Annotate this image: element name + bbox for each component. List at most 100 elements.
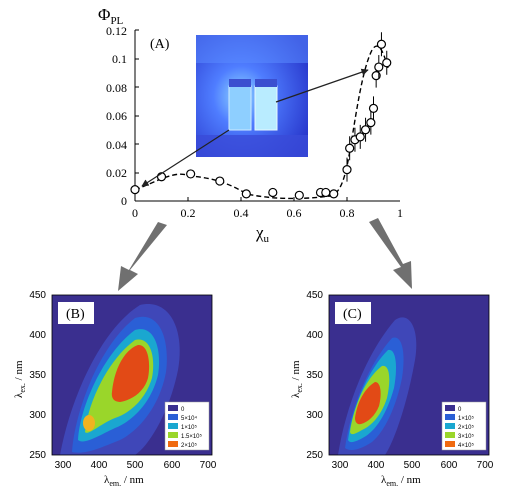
panel-b-ylabel-unit: / nm (13, 360, 25, 383)
panel-b-legend-label: 5×10⁴ (181, 415, 198, 422)
panel-b-xlabel-unit: / nm (121, 474, 144, 486)
panel-a-xlabel-symbol: χ (255, 223, 264, 242)
panel-c-xlabel-subscript: em. (386, 479, 398, 488)
panel-c-ytick-label: 250 (306, 450, 323, 461)
panel-b-frame (51, 294, 213, 456)
panel-c-xtick-label: 700 (477, 460, 494, 471)
panel-b-xlabel-subscript: em. (109, 479, 121, 488)
inset-bench (196, 135, 308, 157)
panel-a-data-points (130, 32, 392, 200)
panel-b-tail-spot (83, 415, 95, 431)
panel-b-legend-swatch (168, 441, 178, 447)
big-arrow-to-b (118, 222, 167, 291)
panel-b-ytick-label: 300 (29, 410, 46, 421)
panel-b-ytick-label: 400 (29, 330, 46, 341)
panel-a-ytick-label: 0.06 (106, 109, 127, 123)
panel-c-legend-label: 2×10⁵ (458, 424, 475, 431)
panel-c-ytick-label: 450 (306, 290, 323, 301)
panel-a-xtick-label: 0.2 (181, 206, 196, 220)
panel-a-ytick-label: 0.08 (106, 81, 127, 95)
panel-c-legend-label: 4×10⁵ (458, 442, 475, 449)
panel-a-data-point (241, 189, 251, 199)
panel-c-frame (328, 294, 490, 456)
panel-b-xlabel-symbol: λ (104, 474, 110, 486)
panel-c-legend-swatch (445, 423, 455, 429)
panel-a-data-point (366, 118, 376, 128)
panel-b-legend-swatch (168, 432, 178, 438)
panel-a-data-point (321, 187, 331, 198)
panel-a-xtick-label: 0.4 (234, 206, 249, 220)
panel-a-data-point (130, 185, 140, 195)
panel-b-ytick-label: 250 (29, 450, 46, 461)
panel-c-ylabel-unit: / nm (290, 360, 302, 383)
panel-b-ylabel-symbol: λ (13, 392, 25, 398)
panel-b-ytick-label: 450 (29, 290, 46, 301)
panel-b-contour-level-4 (111, 344, 150, 402)
panel-a-data-point (345, 143, 355, 153)
panel-c-ylabel-symbol: λ (290, 392, 302, 398)
panel-b-heatmap: 250 300 350 400 450 300 400 500 600 700 … (13, 290, 217, 488)
panel-a-xtick-label: 0 (132, 206, 138, 220)
panel-b-legend-label: 0 (181, 407, 185, 413)
panel-b-legend-label: 1.5×10⁵ (181, 433, 203, 440)
panel-c-legend-swatch (445, 441, 455, 447)
panel-c-xlabel: λem. / nm (381, 474, 421, 488)
panel-b-label: (B) (66, 307, 85, 322)
panel-c-xlabel-symbol: λ (381, 474, 387, 486)
panel-b-xtick-label: 500 (127, 460, 144, 471)
panel-b-xtick-label: 400 (91, 460, 108, 471)
panel-a-xtick-label: 0.8 (340, 206, 355, 220)
panel-a-ylabel-subscript: PL (110, 15, 123, 27)
pointer-arrow-left-vial (141, 129, 230, 187)
inset-vial-left-cap (229, 79, 251, 87)
panel-a-data-point (368, 103, 379, 113)
panel-c-legend-label: 0 (458, 407, 462, 413)
panel-a-chart: 0 0.02 0.04 0.06 0.08 0.1 0.12 0 0.2 0.4… (98, 5, 403, 245)
panel-a-ytick-label: 0.02 (106, 166, 127, 180)
panel-b-label-box (58, 302, 94, 324)
panel-a-data-point (268, 187, 278, 198)
panel-a-ylabel-symbol: Φ (98, 5, 110, 24)
panel-c-ylabel: λex. / nm (290, 360, 304, 398)
panel-b-legend-swatch (168, 414, 178, 420)
panel-a-data-point (376, 39, 387, 49)
panel-c-xtick-label: 300 (332, 460, 349, 471)
inset-vial-right (254, 85, 278, 131)
panel-c-xtick-label: 600 (441, 460, 458, 471)
panel-a-data-point (355, 132, 365, 142)
panel-a-ytick-label: 0 (121, 194, 127, 208)
panel-a-data-point (382, 58, 392, 68)
panel-c-label-box (335, 302, 371, 324)
panel-c-legend-label: 1×10⁵ (458, 415, 475, 422)
panel-b-xtick-label: 600 (164, 460, 181, 471)
panel-a-xtick-label: 0.6 (287, 206, 302, 220)
panel-a-label: (A) (150, 37, 170, 52)
panel-c-ytick-label: 400 (306, 330, 323, 341)
panel-c-ylabel-subscript: ex. (295, 383, 304, 393)
panel-c-legend-swatch (445, 414, 455, 420)
panel-b-xtick-label: 300 (55, 460, 72, 471)
panel-a-data-point (294, 190, 304, 200)
panel-b-legend-swatch (168, 405, 178, 411)
big-arrow-to-c (369, 218, 412, 289)
panel-b-xlabel: λem. / nm (104, 474, 144, 488)
panel-c-contour-level-4 (355, 382, 381, 425)
pointer-arrow-right-vial (275, 68, 369, 103)
inset-hand-shape (196, 35, 308, 63)
panel-a-xtick-label: 1 (397, 206, 403, 220)
panel-c-legend-swatch (445, 432, 455, 438)
panel-c-legend-label: 3×10⁵ (458, 433, 475, 440)
panel-c-legend-swatch (445, 405, 455, 411)
panel-a-ytick-label: 0.1 (112, 52, 127, 66)
panel-a-data-point (371, 70, 381, 81)
panel-c-heatmap: 250 300 350 400 450 300 400 500 600 700 … (290, 290, 494, 488)
panel-a-data-point (329, 189, 339, 199)
panel-c-xtick-label: 500 (404, 460, 421, 471)
panel-b-legend: 0 5×10⁴ 1×10⁵ 1.5×10⁵ 2×10⁵ (164, 401, 210, 451)
panel-a-ytick-label: 0.12 (106, 24, 127, 38)
panel-c-xlabel-unit: / nm (398, 474, 421, 486)
panel-b-legend-label: 2×10⁵ (181, 442, 198, 449)
panel-b-ylabel-subscript: ex. (18, 383, 27, 393)
panel-b-legend-swatch (168, 423, 178, 429)
